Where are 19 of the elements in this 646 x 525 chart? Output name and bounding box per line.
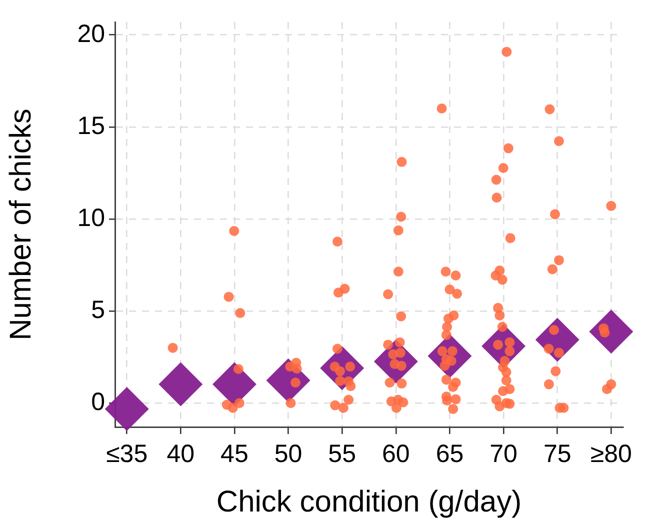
x-tick-label: 60 [382,440,410,468]
y-tick-label: 15 [77,112,105,140]
x-tick-label: ≤35 [106,440,148,468]
x-tick-label: 75 [543,440,572,468]
x-axis-title: Chick condition (g/day) [216,485,522,518]
x-tick-label: 70 [490,440,518,468]
x-tick-label: 50 [274,440,302,468]
x-tick-label: 55 [328,440,356,468]
point [104,386,149,431]
y-tick-label: 20 [77,20,105,48]
x-tick-label: 45 [220,440,248,468]
y-tick-label: 10 [77,204,105,232]
y-tick-label: 5 [91,296,105,324]
x-tick-label: ≥80 [590,440,632,468]
x-tick-label: 65 [436,440,464,468]
y-axis-title: Number of chicks [4,108,38,340]
x-tick-label: 40 [166,440,195,468]
point [158,362,203,406]
y-tick-label: 0 [91,388,105,416]
